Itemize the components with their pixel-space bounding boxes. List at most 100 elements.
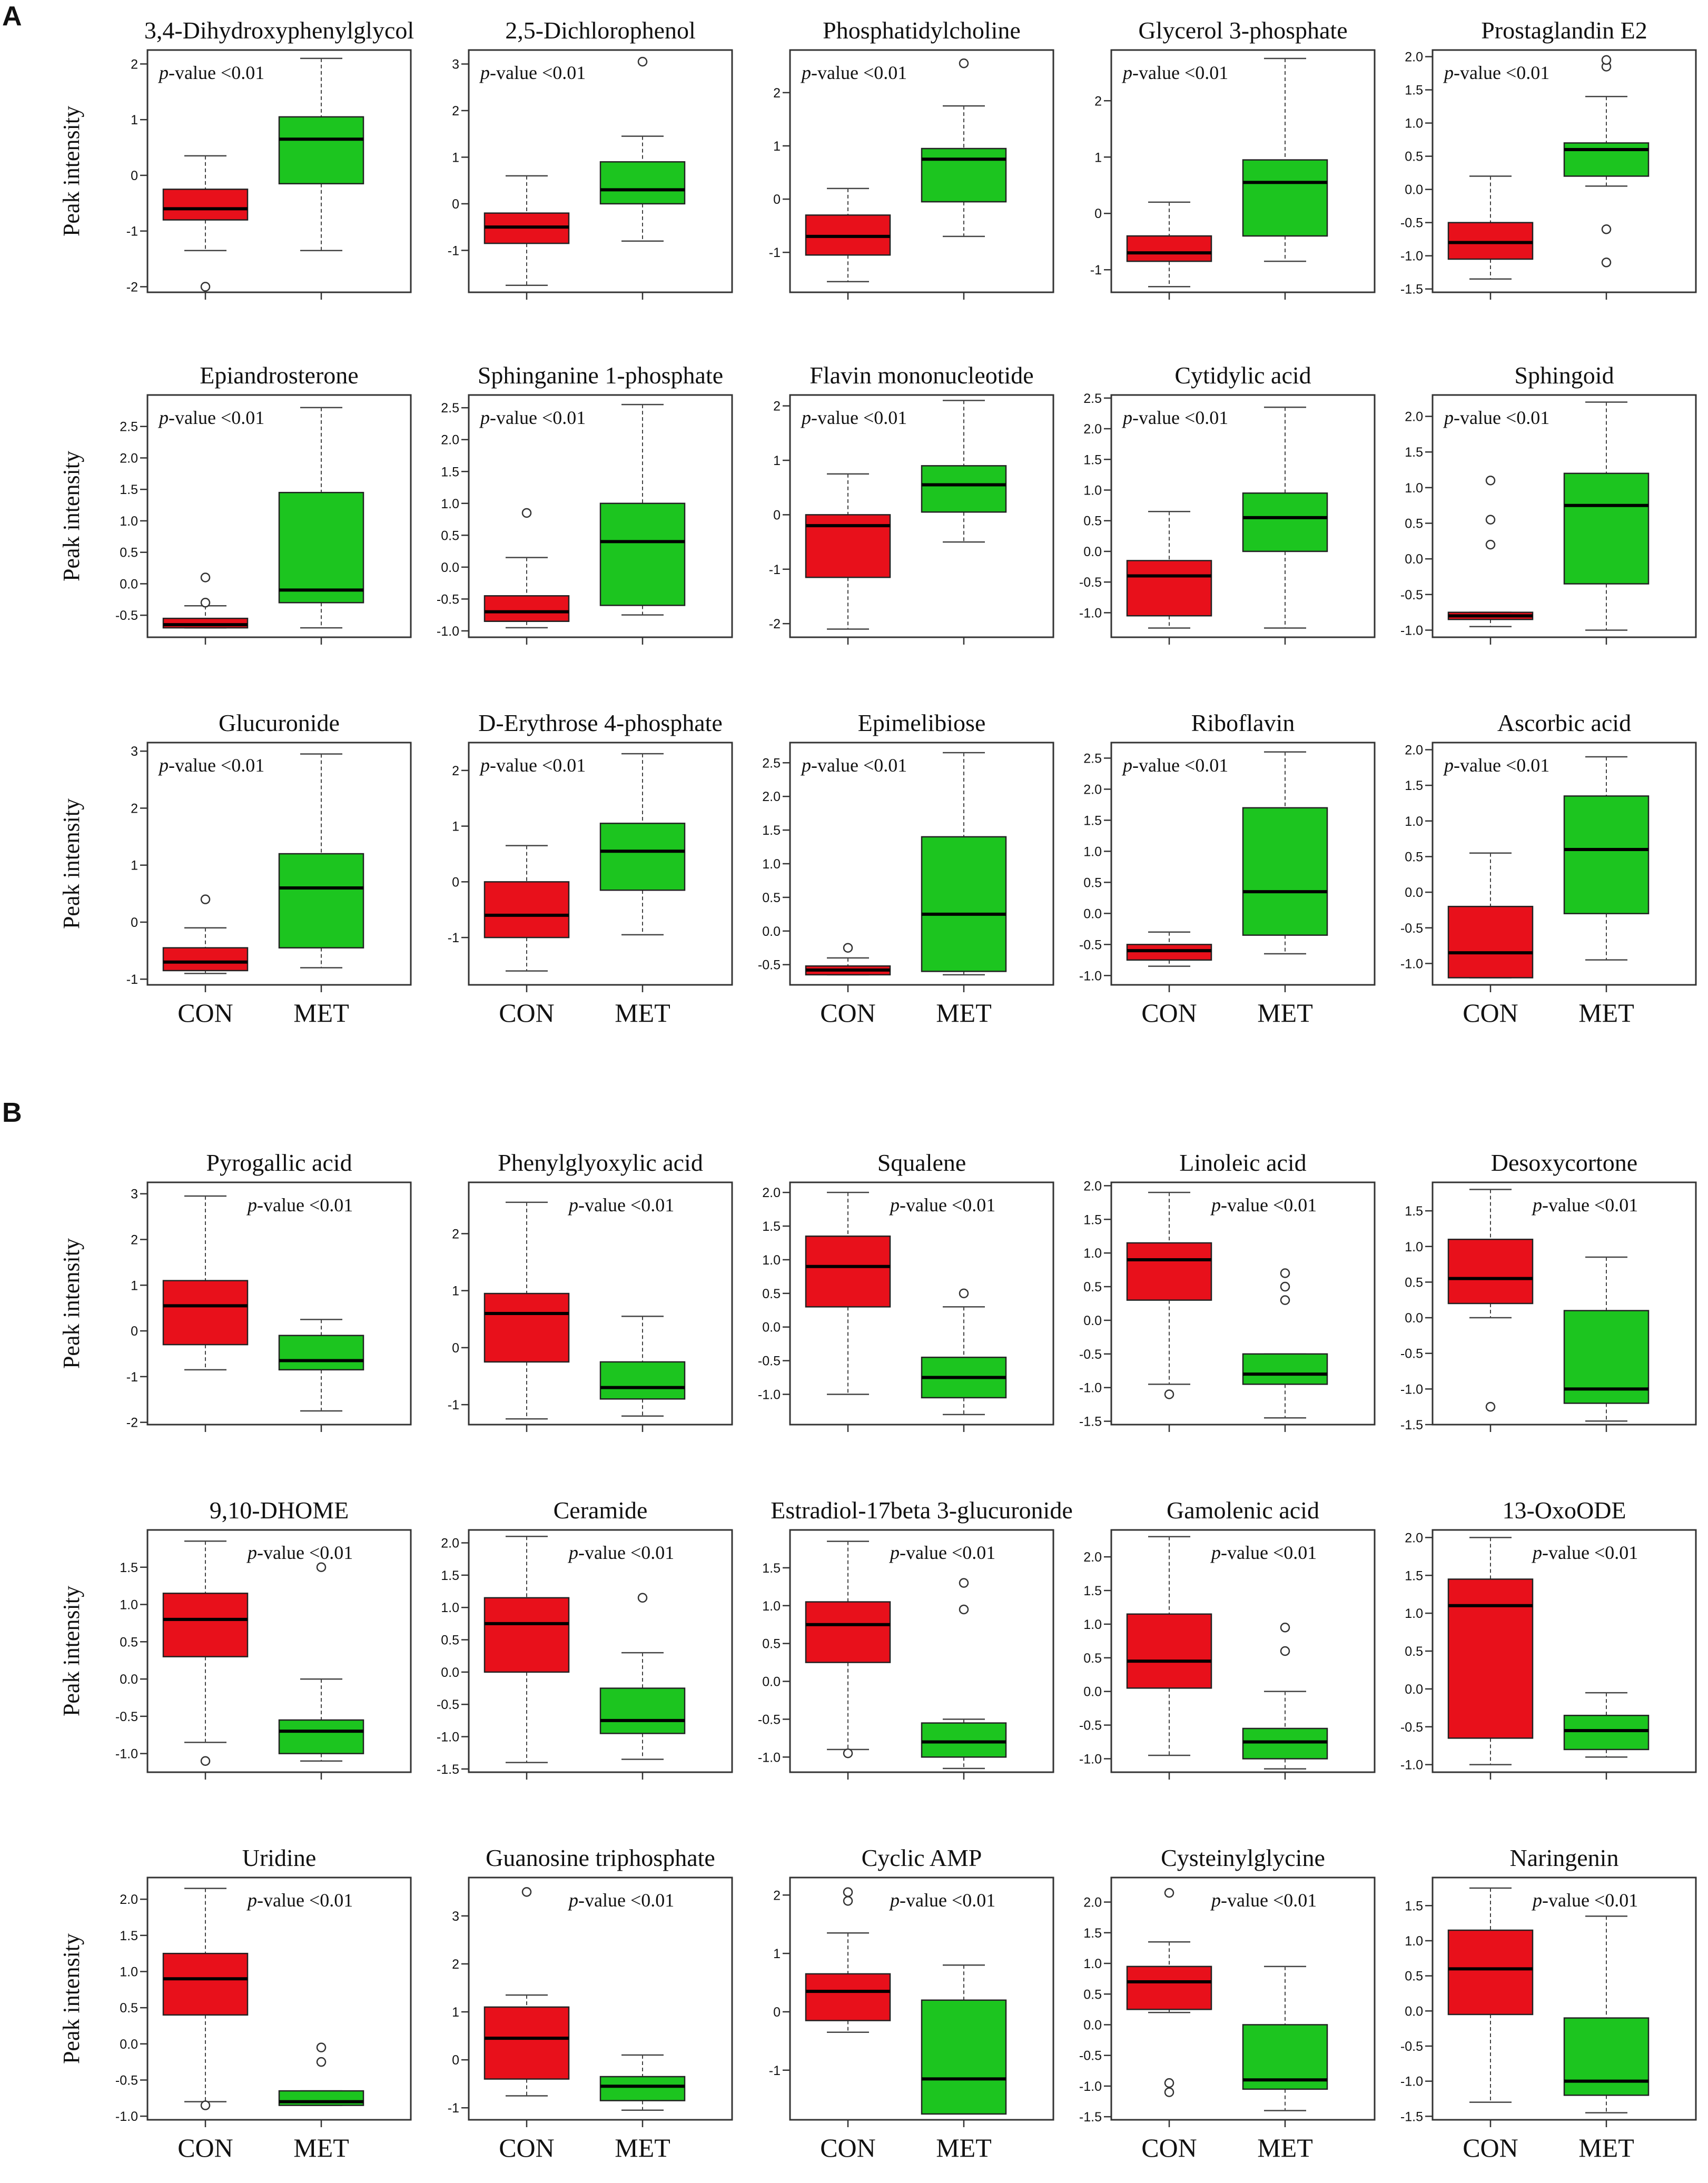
y-tick-label: 1 <box>773 1947 781 1961</box>
y-tick-label: 2.0 <box>1405 410 1423 424</box>
y-tick-label: 0.0 <box>1405 885 1423 900</box>
y-tick-label: 1 <box>1094 150 1102 165</box>
y-tick-label: -0.5 <box>758 958 781 973</box>
con-iqr-box <box>162 1952 249 2016</box>
p-value-prefix: p <box>246 1542 257 1563</box>
y-tick-label: 2.0 <box>1405 743 1423 758</box>
met-box <box>599 1316 686 1432</box>
y-tick-label: 1 <box>131 858 138 873</box>
plot-frame <box>468 742 733 986</box>
p-value-prefix: p <box>800 755 811 776</box>
met-outlier-point <box>1280 1623 1290 1633</box>
boxplot-chart: D-Erythrose 4-phosphate -1 0 1 2 p-value <0.0… <box>448 709 733 1028</box>
y-axis-label: Peak intensity <box>58 1933 84 2064</box>
p-value-prefix: p <box>1121 755 1132 776</box>
p-value-text: -value <0.01 <box>1132 62 1228 83</box>
y-tick-label: 1.5 <box>1405 445 1423 460</box>
con-group-label: CON <box>499 2133 555 2162</box>
met-outlier-point <box>959 1288 969 1299</box>
y-tick-label: 2.0 <box>120 451 138 466</box>
plot-frame <box>146 49 412 293</box>
plot-frame <box>146 742 412 986</box>
chart-title: 3,4-Dihydroxyphenylglycol <box>144 17 414 44</box>
panel-label-a: A <box>2 1 22 32</box>
plot-frame <box>789 394 1054 638</box>
y-tick-label: 1.0 <box>120 514 138 529</box>
met-group-label: MET <box>1257 2133 1313 2162</box>
con-iqr-box <box>162 947 249 972</box>
met-iqr-box <box>599 823 686 891</box>
con-box <box>1126 1536 1212 1780</box>
y-tick-label: -1 <box>448 1398 459 1412</box>
con-iqr-box <box>805 1235 891 1308</box>
y-tick-label: -0.5 <box>115 608 138 623</box>
met-box <box>278 57 364 300</box>
y-tick-label: 1.0 <box>1405 1606 1423 1621</box>
met-group-label: MET <box>1578 998 1634 1028</box>
p-value-label: p-value <0.01 <box>1531 1194 1638 1216</box>
y-tick-label: 1.5 <box>762 1561 781 1576</box>
y-tick-label: 2.0 <box>762 1186 781 1200</box>
y-tick-label: 3 <box>131 1187 138 1202</box>
y-tick-label: 0 <box>131 1324 138 1339</box>
met-outlier-point <box>637 56 648 67</box>
y-tick-label: 1.0 <box>1405 1934 1423 1949</box>
p-value-label: p-value <0.01 <box>479 62 586 83</box>
chart-title: 9,10-DHOME <box>210 1497 349 1524</box>
y-tick-label: 1.5 <box>120 482 138 497</box>
met-box <box>599 56 686 300</box>
con-iqr-box <box>805 1601 891 1663</box>
y-tick-label: 0.0 <box>120 577 138 591</box>
p-value-text: -value <0.01 <box>490 755 586 776</box>
y-tick-label: -1.0 <box>1079 969 1102 983</box>
y-tick-label: 2.5 <box>441 401 459 416</box>
y-tick-label: 1.0 <box>762 1253 781 1268</box>
met-iqr-box <box>921 147 1007 203</box>
p-value-text: -value <0.01 <box>257 1194 353 1216</box>
y-tick-label: 1.5 <box>1083 452 1102 467</box>
y-tick-label: 1.5 <box>441 1568 459 1583</box>
con-box <box>483 1201 570 1432</box>
p-value-text: -value <0.01 <box>900 1194 995 1216</box>
y-tick-label: -1 <box>448 931 459 945</box>
met-iqr-box <box>1563 1714 1650 1751</box>
con-box <box>162 155 249 300</box>
plot-frame <box>789 1181 1054 1426</box>
boxplot-chart: Cytidylic acid -1.0 -0.5 0.0 0.5 1.0 1.5 2.0 2.5… <box>1079 362 1376 645</box>
met-box <box>1563 756 1650 992</box>
y-tick-label: -1.0 <box>1079 1381 1102 1396</box>
y-tick-label: -1.5 <box>1079 1415 1102 1429</box>
y-tick-label: 0.5 <box>1083 875 1102 890</box>
p-value-text: -value <0.01 <box>1454 755 1549 776</box>
p-value-label: p-value <0.01 <box>246 1542 353 1563</box>
con-outlier-point <box>1164 1888 1174 1898</box>
y-tick-label: 0.5 <box>1405 850 1423 864</box>
p-value-prefix: p <box>888 1890 900 1911</box>
p-value-text: -value <0.01 <box>1132 407 1228 428</box>
y-tick-label: 0.5 <box>1083 1651 1102 1666</box>
y-tick-label: 0.5 <box>1083 514 1102 529</box>
plot-frame <box>1110 742 1376 986</box>
y-tick-label: -1 <box>448 2101 459 2116</box>
y-tick-label: 0.5 <box>1405 150 1423 164</box>
y-tick-label: 0.5 <box>762 1637 781 1652</box>
boxplot-chart: Flavin mononucleotide -2 -1 0 1 2 p-value <0.0… <box>769 362 1054 645</box>
p-value-label: p-value <0.01 <box>1210 1542 1317 1563</box>
con-group-label: CON <box>1463 2133 1518 2162</box>
y-tick-label: -2 <box>126 280 138 294</box>
plot-frame <box>468 49 733 293</box>
chart-title: Phenylglyoxylic acid <box>498 1149 703 1176</box>
y-tick-label: 1.5 <box>1405 1204 1423 1219</box>
p-value-text: -value <0.01 <box>169 407 264 428</box>
y-axis-label: Peak intensity <box>58 451 84 581</box>
met-group-label: MET <box>615 2133 670 2162</box>
p-value-label: p-value <0.01 <box>1531 1542 1638 1563</box>
met-outlier-point <box>959 1604 969 1615</box>
p-value-prefix: p <box>888 1542 900 1563</box>
p-value-prefix: p <box>479 755 490 776</box>
y-tick-label: 2.0 <box>1405 1530 1423 1545</box>
met-outlier-point <box>316 2057 327 2067</box>
p-value-prefix: p <box>567 1194 578 1216</box>
plot-frame <box>146 1181 412 1426</box>
con-outlier-point <box>1164 1389 1174 1399</box>
